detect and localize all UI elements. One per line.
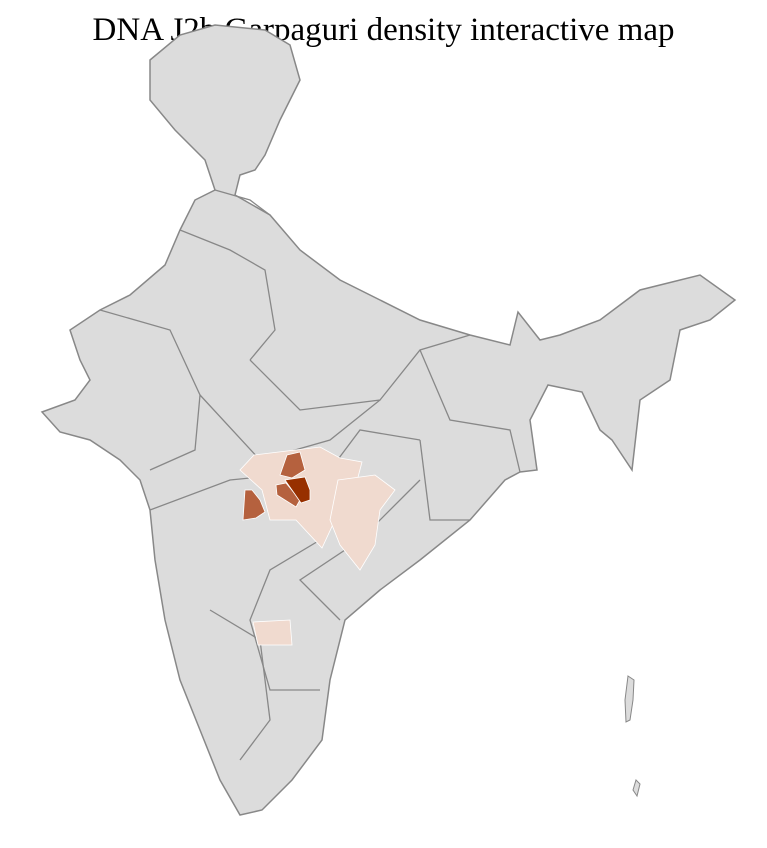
region-low[interactable] [252,619,293,646]
region-low[interactable] [329,474,396,571]
region-mid[interactable] [275,482,301,508]
state-borders [99,189,521,761]
region-high[interactable] [284,476,311,504]
density-regions [239,446,396,646]
andaman-islands[interactable] [624,675,641,798]
india-outline[interactable] [40,24,737,816]
region-mid[interactable] [279,451,306,479]
region-mid[interactable] [242,489,266,521]
